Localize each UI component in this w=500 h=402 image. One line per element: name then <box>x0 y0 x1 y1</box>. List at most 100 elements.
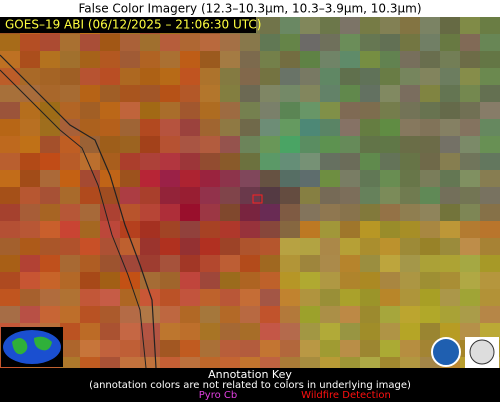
pixel-block <box>300 17 326 39</box>
pixel-block <box>320 323 345 344</box>
pixel-block <box>340 255 365 274</box>
title-bar <box>0 0 500 17</box>
pixel-block <box>0 51 21 71</box>
pixel-block <box>340 340 364 361</box>
pixel-block <box>140 323 162 343</box>
pixel-block <box>160 272 180 292</box>
pixel-block <box>440 289 466 307</box>
pixel-block <box>460 306 483 325</box>
pixel-block <box>360 136 384 156</box>
pixel-block <box>20 204 42 221</box>
pixel-block <box>360 289 382 311</box>
pixel-block <box>0 68 22 87</box>
pixel-block <box>160 136 184 154</box>
pixel-block <box>220 272 246 292</box>
pixel-block <box>220 170 244 189</box>
pixel-block <box>220 51 242 70</box>
image-label: GOES–19 ABI (06/12/2025 – 21:06:30 UTC) <box>5 18 261 32</box>
pixel-block <box>480 68 500 88</box>
pixel-block <box>240 272 261 290</box>
pixel-block <box>0 170 20 187</box>
pixel-block <box>220 187 243 209</box>
pixel-block <box>60 357 81 368</box>
pixel-block <box>360 306 382 325</box>
pixel-block <box>440 238 461 259</box>
pixel-block <box>260 340 284 361</box>
pixel-block <box>240 357 264 368</box>
pixel-block <box>260 357 284 368</box>
pixel-block <box>200 221 225 243</box>
pixel-block <box>360 119 380 137</box>
pixel-block <box>140 85 161 103</box>
pixel-block <box>40 85 65 103</box>
pixel-block <box>320 357 340 368</box>
pixel-block <box>200 34 225 54</box>
pixel-block <box>440 255 464 274</box>
pixel-block <box>60 255 82 277</box>
pixel-block <box>240 204 263 225</box>
pixel-block <box>0 119 25 137</box>
pixel-block <box>0 238 23 256</box>
pixel-block <box>300 204 324 226</box>
pixel-block <box>40 306 62 324</box>
pixel-block <box>460 34 481 55</box>
pixel-block <box>60 85 85 105</box>
pixel-block <box>140 170 160 188</box>
pixel-block <box>180 102 202 120</box>
pixel-block <box>40 238 60 258</box>
pixel-block <box>60 187 84 208</box>
pixel-block <box>200 153 225 175</box>
pixel-block <box>300 119 323 141</box>
pixel-block <box>300 323 321 342</box>
pixel-block <box>100 136 125 157</box>
key-note: (annotation colors are not related to co… <box>89 380 411 391</box>
pixel-block <box>420 255 441 275</box>
pixel-block <box>180 119 205 138</box>
pixel-block <box>200 289 225 307</box>
pixel-block <box>120 102 144 120</box>
pixel-block <box>380 238 400 259</box>
globe <box>3 330 61 364</box>
pixel-block <box>180 323 203 343</box>
pixel-block <box>400 255 425 275</box>
pixel-block <box>460 51 486 68</box>
pixel-block <box>160 187 184 206</box>
pixel-block <box>220 238 243 260</box>
pixel-block <box>80 153 101 171</box>
pixel-block <box>480 204 500 224</box>
pixel-block <box>300 289 323 309</box>
pixel-block <box>160 204 183 224</box>
key-bar <box>0 368 500 402</box>
pixel-block <box>380 153 405 173</box>
pixel-block <box>420 357 443 368</box>
pixel-block <box>380 323 400 344</box>
pixel-block <box>340 102 361 119</box>
pixel-block <box>320 306 342 326</box>
pixel-block <box>360 102 382 124</box>
pixel-block <box>140 51 164 71</box>
pixel-block <box>400 238 423 255</box>
pixel-block <box>400 221 425 242</box>
pixel-block <box>440 85 461 105</box>
pixel-block <box>20 221 40 239</box>
pixel-block <box>280 289 302 310</box>
pixel-block <box>400 187 423 208</box>
pixel-block <box>20 34 41 51</box>
pixel-block <box>100 34 120 51</box>
pixel-block <box>380 170 402 188</box>
pixel-block <box>280 221 305 238</box>
pixel-block <box>80 34 104 52</box>
pixel-block <box>360 34 382 55</box>
pixel-block <box>420 85 441 103</box>
pixel-block <box>60 306 84 327</box>
pixel-block <box>280 255 302 276</box>
pixel-block <box>60 136 83 156</box>
title: False Color Imagery (12.3–10.3µm, 10.3–3… <box>78 2 421 16</box>
pixel-block <box>0 306 24 323</box>
pixel-block <box>160 119 184 137</box>
pixel-block <box>480 272 500 290</box>
pixel-block <box>180 85 201 102</box>
pixel-block <box>220 323 245 343</box>
pixel-block <box>200 119 225 140</box>
